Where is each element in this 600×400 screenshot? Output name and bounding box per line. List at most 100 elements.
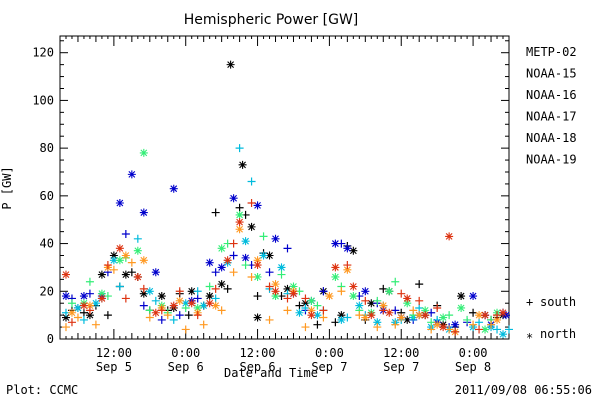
point-noaa-19-north xyxy=(115,244,124,253)
point-noaa-17-north xyxy=(193,303,202,312)
point-noaa-19-south xyxy=(229,239,238,248)
point-noaa-17-south xyxy=(205,282,214,291)
point-noaa-15-south xyxy=(283,244,292,253)
point-noaa-18-south xyxy=(229,268,238,277)
point-noaa-15-north xyxy=(343,244,352,253)
point-noaa-17-north xyxy=(139,148,148,157)
point-noaa-18-south xyxy=(427,325,436,334)
point-noaa-15-south xyxy=(193,294,202,303)
x-tick-date: Sep 7 xyxy=(311,360,347,374)
x-tick-time: 0:00 xyxy=(315,346,344,360)
y-axis: 0 20 40 60 80 100 120 xyxy=(32,40,509,346)
point-noaa-19-north xyxy=(253,261,262,270)
point-noaa-17-north xyxy=(217,244,226,253)
point-noaa-19-north xyxy=(169,301,178,310)
point-noaa-19-north xyxy=(133,272,142,281)
point-noaa-19-south xyxy=(493,311,502,320)
point-noaa-15-south xyxy=(391,306,400,315)
point-noaa-19-north xyxy=(307,311,316,320)
point-noaa-18-north xyxy=(85,301,94,310)
point-noaa-15-south xyxy=(139,301,148,310)
point-noaa-15-south xyxy=(211,268,220,277)
point-metp-02-north xyxy=(187,287,196,296)
point-noaa-16-south xyxy=(115,282,124,291)
point-noaa-17-north xyxy=(385,287,394,296)
point-metp-02-north xyxy=(367,299,376,308)
point-noaa-17-south xyxy=(313,301,322,310)
point-metp-02-north xyxy=(139,289,148,298)
x-tick-date: Sep 8 xyxy=(455,360,491,374)
point-noaa-19-north xyxy=(499,308,508,317)
point-noaa-18-south xyxy=(445,325,454,334)
point-noaa-19-north xyxy=(367,311,376,320)
point-noaa-16-north xyxy=(499,330,508,339)
x-tick-date: Sep 6 xyxy=(239,360,275,374)
legend-noaa-17: NOAA-17 xyxy=(526,110,577,124)
point-noaa-19-south xyxy=(193,311,202,320)
y-tick-label: 120 xyxy=(32,46,54,60)
marker-legend-north: north xyxy=(540,327,576,341)
legend: METP-02 NOAA-15 NOAA-16 NOAA-17 NOAA-18 NOAA-… xyxy=(526,45,577,167)
point-noaa-18-south xyxy=(181,325,190,334)
point-noaa-19-south xyxy=(247,199,256,208)
point-noaa-17-north xyxy=(403,299,412,308)
marker-legend-south: south xyxy=(540,295,576,309)
point-noaa-15-north xyxy=(169,184,178,193)
point-metp-02-north xyxy=(97,270,106,279)
point-noaa-18-north xyxy=(121,251,130,260)
point-noaa-19-south xyxy=(343,261,352,270)
point-noaa-19-south xyxy=(139,284,148,293)
point-noaa-16-south xyxy=(493,325,502,334)
point-metp-02-north xyxy=(337,311,346,320)
point-noaa-18-south xyxy=(73,313,82,322)
point-noaa-18-south xyxy=(355,311,364,320)
point-noaa-18-south xyxy=(91,320,100,329)
point-noaa-18-north xyxy=(253,256,262,265)
point-metp-02-north xyxy=(403,315,412,324)
point-noaa-18-north xyxy=(175,296,184,305)
x-tick-date: Sep 5 xyxy=(96,360,132,374)
legend-noaa-16: NOAA-16 xyxy=(526,88,577,102)
point-metp-02-north xyxy=(301,299,310,308)
point-noaa-18-north xyxy=(307,306,316,315)
point-noaa-19-south xyxy=(301,294,310,303)
point-noaa-19-south xyxy=(475,325,484,334)
point-noaa-15-north xyxy=(217,263,226,272)
legend-noaa-19: NOAA-19 xyxy=(526,153,577,167)
point-noaa-15-north xyxy=(79,292,88,301)
point-metp-02-south xyxy=(313,320,322,329)
point-noaa-18-south xyxy=(145,313,154,322)
point-noaa-18-south xyxy=(319,313,328,322)
point-noaa-17-north xyxy=(253,272,262,281)
point-metp-02-north xyxy=(247,222,256,231)
y-tick-label: 20 xyxy=(40,284,54,298)
point-noaa-17-north xyxy=(97,289,106,298)
point-noaa-15-north xyxy=(241,253,250,262)
point-noaa-18-north xyxy=(397,313,406,322)
point-noaa-17-north xyxy=(481,325,490,334)
point-noaa-15-north xyxy=(127,170,136,179)
point-noaa-19-north xyxy=(289,289,298,298)
point-noaa-15-north xyxy=(229,194,238,203)
point-noaa-19-north xyxy=(421,311,430,320)
point-noaa-19-north xyxy=(79,301,88,310)
point-noaa-19-south xyxy=(67,318,76,327)
point-noaa-18-north xyxy=(415,311,424,320)
point-noaa-17-south xyxy=(391,277,400,286)
point-metp-02-north xyxy=(238,160,247,169)
point-noaa-18-south xyxy=(373,323,382,332)
point-noaa-16-north xyxy=(313,311,322,320)
point-metp-02-south xyxy=(295,301,304,310)
y-tick-label: 100 xyxy=(32,93,54,107)
point-noaa-19-north xyxy=(205,299,214,308)
point-noaa-18-south xyxy=(217,306,226,315)
legend-noaa-18: NOAA-18 xyxy=(526,131,577,145)
point-metp-02-south xyxy=(127,268,136,277)
plot-timestamp: 2011/09/08 06:55:06 xyxy=(454,383,592,397)
point-metp-02-north xyxy=(283,284,292,293)
point-noaa-18-north xyxy=(211,301,220,310)
point-noaa-17-south xyxy=(445,311,454,320)
point-noaa-18-north xyxy=(475,311,484,320)
point-noaa-18-north xyxy=(235,225,244,234)
point-noaa-15-north xyxy=(61,292,70,301)
